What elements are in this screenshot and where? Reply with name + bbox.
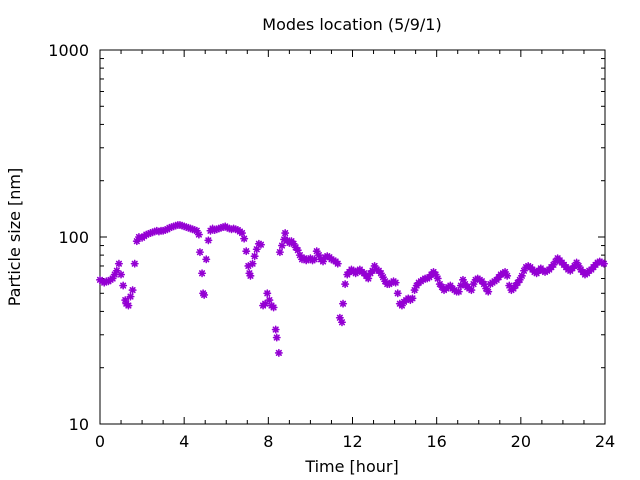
x-axis-ticks: 0 4 8 12 16 20 24 [95,50,615,451]
chart-title: Modes location (5/9/1) [262,15,441,34]
data-point [204,236,213,245]
data-point [467,286,476,295]
data-point [278,241,287,250]
x-tick-label: 12 [342,432,362,451]
data-point [238,229,247,238]
x-tick-label: 4 [179,432,189,451]
data-point [274,348,283,357]
data-point [248,259,257,268]
data-point [130,259,139,268]
x-axis-label: Time [hour] [304,457,398,476]
data-point [281,229,290,238]
data-point [242,247,251,256]
data-point [599,259,608,268]
data-point [202,255,211,264]
data-point [128,286,137,295]
data-point [252,245,261,254]
data-points [96,220,608,357]
data-point [124,301,133,310]
data-point [265,296,274,305]
data-point [275,248,284,257]
data-point [337,318,346,327]
data-point [269,303,278,312]
data-point [194,230,203,239]
data-point [454,287,463,296]
plot-frame [99,49,606,425]
y-tick-label: 100 [58,228,89,247]
data-point [119,281,128,290]
data-point [114,259,123,268]
data-point [117,270,126,279]
x-tick-label: 0 [95,432,105,451]
data-point [391,278,400,287]
x-tick-label: 24 [595,432,615,451]
y-tick-label: 1000 [48,41,89,60]
y-tick-label: 10 [69,415,89,434]
x-tick-label: 8 [263,432,273,451]
data-point [341,280,350,289]
y-axis-label: Particle size [nm] [5,168,24,307]
data-point [484,287,493,296]
data-point [198,269,207,278]
data-point [246,271,255,280]
data-point [333,259,342,268]
data-point [379,273,388,282]
data-point [272,333,281,342]
data-point [200,290,209,299]
data-point [408,294,417,303]
data-point [256,240,265,249]
x-tick-label: 20 [511,432,531,451]
y-axis-ticks: 10 100 1000 [48,41,605,434]
data-point [263,289,272,298]
data-point [503,271,512,280]
data-point [393,289,402,298]
data-point [240,234,249,243]
data-point [250,252,259,261]
data-point [195,248,204,257]
data-point [339,299,348,308]
data-point [126,292,135,301]
x-tick-label: 16 [426,432,446,451]
data-point [433,274,442,283]
data-point [271,325,280,334]
